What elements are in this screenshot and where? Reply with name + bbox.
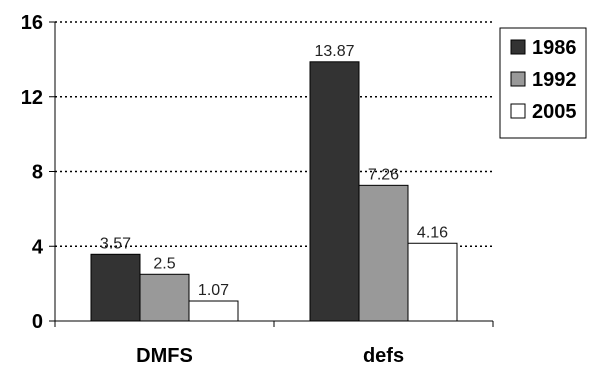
data-labels: 3.57 2.5 1.07 13.87 7.26 4.16	[100, 43, 448, 299]
data-label-1992-DMFS: 2.5	[153, 255, 175, 272]
bar-1986-DMFS	[90, 253, 141, 322]
bar-2005-DMFS	[188, 300, 239, 322]
y-tick-label: 12	[21, 87, 43, 109]
x-category-label: DMFS	[136, 345, 193, 367]
data-label-2005-defs: 4.16	[417, 224, 448, 241]
bars	[90, 61, 458, 322]
y-tick-label: 8	[32, 162, 43, 184]
data-label-1986-DMFS: 3.57	[100, 235, 131, 252]
bar-1992-DMFS	[139, 273, 190, 322]
bar-1986-defs	[309, 61, 360, 322]
y-tick-label: 0	[32, 311, 43, 333]
legend: 1986 1992 2005	[499, 27, 587, 139]
y-tick-label: 16	[21, 12, 43, 34]
legend-label-2005: 2005	[532, 101, 577, 123]
legend-swatch-2005	[510, 103, 526, 119]
y-tick-label: 4	[32, 236, 44, 258]
data-label-1986-defs: 13.87	[314, 43, 354, 60]
legend-label-1992: 1992	[532, 69, 577, 91]
legend-swatch-1992	[510, 71, 526, 87]
legend-label-1986: 1986	[532, 37, 577, 59]
data-label-1992-defs: 7.26	[368, 166, 399, 183]
legend-swatch-1986	[510, 39, 526, 55]
gridlines	[55, 21, 493, 247]
x-category-label: defs	[363, 345, 404, 367]
data-label-2005-DMFS: 1.07	[198, 282, 229, 299]
bar-2005-defs	[407, 242, 458, 322]
bar-1992-defs	[358, 184, 409, 322]
